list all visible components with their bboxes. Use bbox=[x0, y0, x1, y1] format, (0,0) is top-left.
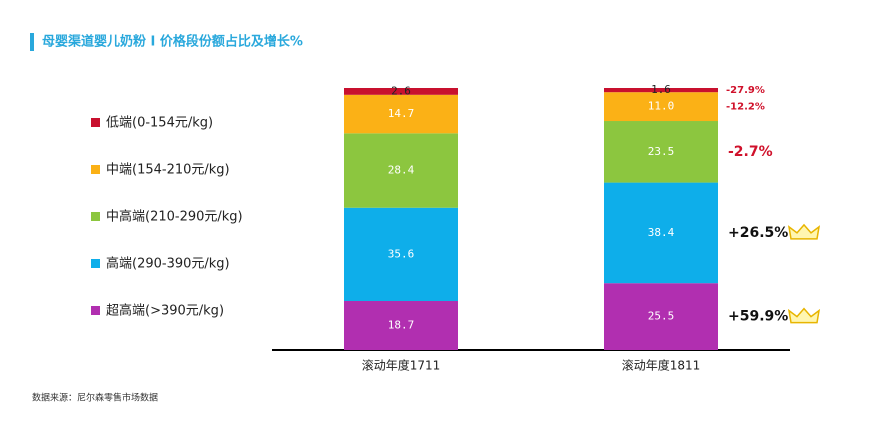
bar-segment bbox=[604, 92, 718, 122]
data-label: 25.5 bbox=[648, 310, 675, 323]
growth-label: -12.2% bbox=[726, 102, 765, 113]
bar-segment bbox=[344, 133, 458, 208]
data-label: 38.4 bbox=[648, 226, 675, 239]
growth-label: -27.9% bbox=[726, 85, 765, 96]
bar-segment bbox=[344, 94, 458, 134]
legend-text: 超高端(>390元/kg) bbox=[106, 303, 224, 319]
x-tick-label: 滚动年度1711 bbox=[362, 358, 441, 373]
bar-segment bbox=[344, 88, 458, 95]
legend-swatch bbox=[91, 118, 100, 127]
data-label: 11.0 bbox=[648, 100, 675, 113]
bar-segment bbox=[604, 283, 718, 350]
data-label: 35.6 bbox=[388, 247, 415, 260]
growth-label: +26.5% bbox=[728, 225, 788, 241]
legend-swatch bbox=[91, 165, 100, 174]
legend-swatch bbox=[91, 306, 100, 315]
bar-segment bbox=[344, 301, 458, 350]
legend-text: 高端(290-390元/kg) bbox=[106, 256, 230, 272]
bar-segment bbox=[604, 88, 718, 93]
bar-segment bbox=[604, 121, 718, 183]
crown-icon bbox=[787, 223, 821, 240]
bar-segment bbox=[344, 207, 458, 302]
growth-label: -2.7% bbox=[728, 144, 773, 160]
data-label: 2.6 bbox=[391, 84, 411, 97]
crown-icon bbox=[787, 307, 821, 324]
data-label: 23.5 bbox=[648, 145, 675, 158]
legend-swatch bbox=[91, 259, 100, 268]
x-tick-label: 滚动年度1811 bbox=[622, 358, 701, 373]
data-label: 1.6 bbox=[651, 83, 671, 96]
legend-text: 低端(0-154元/kg) bbox=[106, 116, 213, 131]
chart-title: 母婴渠道婴儿奶粉 I 价格段份额占比及增长% bbox=[42, 34, 303, 50]
data-label: 28.4 bbox=[388, 164, 415, 177]
data-label: 18.7 bbox=[388, 319, 415, 332]
legend-text: 中高端(210-290元/kg) bbox=[106, 209, 243, 225]
data-label: 14.7 bbox=[388, 107, 415, 120]
legend-text: 中端(154-210元/kg) bbox=[106, 163, 230, 178]
growth-label: +59.9% bbox=[728, 309, 788, 325]
title-accent bbox=[30, 33, 34, 51]
legend-swatch bbox=[91, 212, 100, 221]
source-note: 数据来源：尼尔森零售市场数据 bbox=[32, 392, 158, 404]
bar-segment bbox=[604, 182, 718, 284]
